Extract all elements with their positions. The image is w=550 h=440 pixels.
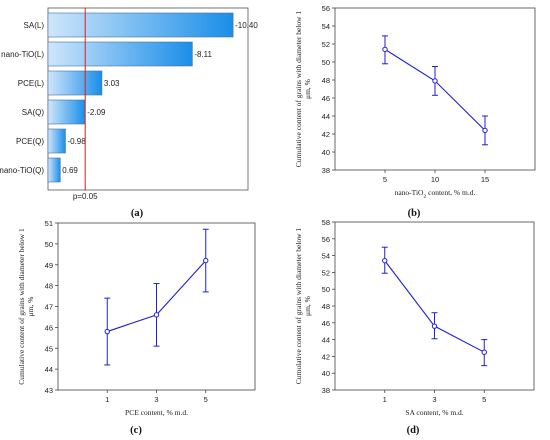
y-tick-label: 38	[322, 386, 330, 395]
y-tick-label: 43	[45, 386, 53, 395]
pareto-category-label: nano-TiO(L)	[1, 50, 44, 59]
data-point	[431, 323, 438, 329]
data-point	[482, 127, 488, 134]
data-point	[104, 328, 110, 335]
x-tick-label: 15	[481, 175, 489, 184]
pareto-bar	[47, 12, 234, 38]
sa-line-chart-panel: (d) 38 40 42 44 46 48 50 52 54 56 58 1 3 5 SA content,…	[294, 218, 535, 436]
pareto-category-label: PCE(Q)	[16, 137, 44, 146]
data-point	[432, 78, 438, 84]
y-axis-label: Cumulative content of grains with diamet…	[294, 11, 312, 168]
y-tick-label: 49	[45, 261, 53, 270]
panel-label-a: (a)	[131, 208, 144, 219]
y-tick-label: 47	[45, 303, 53, 312]
x-tick-label: 5	[383, 175, 387, 184]
y-tick-label: 45	[45, 344, 53, 353]
y-tick-label: 42	[322, 130, 330, 139]
y-tick-label: 52	[322, 268, 330, 277]
pareto-category-label: PCE(L)	[18, 79, 45, 88]
y-tick-label: 44	[45, 365, 53, 374]
y-tick-label: 38	[322, 166, 330, 175]
panel-label-b: (b)	[408, 208, 421, 219]
significance-label: p=0.05	[73, 192, 98, 201]
y-tick-label: 46	[322, 319, 330, 328]
y-tick-label: 54	[322, 22, 330, 31]
y-axis-label: Cumulative content of grains with diamet…	[294, 228, 312, 385]
pareto-value-label: -10.40	[235, 21, 258, 30]
x-tick-label: 3	[154, 395, 158, 404]
y-tick-label: 46	[45, 323, 53, 332]
panel-label-c: (c)	[130, 425, 142, 436]
y-tick-label: 50	[322, 58, 330, 67]
y-tick-label: 42	[322, 352, 330, 361]
panel-label-d: (d)	[407, 425, 420, 436]
y-tick-label: 44	[322, 336, 330, 345]
pareto-bar	[47, 70, 103, 96]
y-tick-label: 56	[322, 235, 330, 244]
pareto-value-label: -8.11	[194, 50, 212, 59]
y-tick-label: 48	[322, 76, 330, 85]
pareto-value-label: -0.98	[67, 137, 86, 146]
data-point	[203, 257, 209, 264]
y-tick-label: 56	[322, 4, 330, 13]
pareto-bar	[47, 128, 66, 154]
y-tick-label: 40	[322, 148, 330, 157]
y-tick-label: 51	[45, 219, 53, 228]
x-tick-label: 5	[204, 395, 208, 404]
x-axis-label: nano-TiO2 content, % m.d.	[395, 188, 476, 200]
y-tick-label: 48	[45, 282, 53, 291]
pareto-category-label: SA(Q)	[22, 108, 45, 117]
x-axis-label: SA content, % m.d.	[405, 408, 463, 417]
data-point	[382, 46, 388, 53]
y-tick-label: 50	[45, 240, 53, 249]
x-tick-label: 3	[432, 395, 436, 404]
pareto-category-label: SA(L)	[24, 21, 45, 30]
x-tick-label: 1	[383, 395, 387, 404]
plot-frame	[334, 221, 535, 391]
y-tick-label: 50	[322, 285, 330, 294]
y-tick-label: 54	[322, 252, 330, 261]
pareto-chart-panel: SA(L) -10.40 nano-TiO(L) -8.11 PCE(L) 3.03 SA(…	[0, 7, 258, 219]
x-tick-label: 10	[431, 175, 439, 184]
y-tick-label: 44	[322, 112, 330, 121]
y-tick-label: 58	[322, 218, 330, 227]
pareto-value-label: 3.03	[104, 79, 120, 88]
pareto-bar	[47, 157, 61, 183]
data-point	[153, 312, 160, 318]
x-axis-label: PCE content, % m.d.	[125, 408, 188, 417]
pareto-category-label: nano-TiO(Q)	[0, 166, 44, 175]
y-tick-label: 48	[322, 302, 330, 311]
pareto-bar	[47, 99, 86, 125]
y-axis-label: Cumulative content of grains with diamet…	[17, 228, 35, 385]
pareto-value-label: 0.69	[62, 166, 78, 175]
pareto-plot-frame	[47, 7, 249, 191]
y-tick-label: 46	[322, 94, 330, 103]
pce-line-chart-panel: (c) 43 44 45 46 47 48 49 50 51 1 3 5 PCE content, % …	[17, 219, 256, 436]
pareto-value-label: -2.09	[87, 108, 106, 117]
y-tick-label: 52	[322, 40, 330, 49]
y-tick-label: 40	[322, 369, 330, 378]
data-point	[481, 349, 487, 355]
pareto-bar	[47, 41, 193, 67]
x-tick-label: 5	[482, 395, 486, 404]
x-tick-label: 1	[105, 395, 109, 404]
data-point	[382, 257, 388, 264]
nano-tio2-line-chart-panel: (b) 38 40 42 44 46 48 50 52 54 56 5 10 15 nano-TiO2 c…	[294, 4, 536, 219]
